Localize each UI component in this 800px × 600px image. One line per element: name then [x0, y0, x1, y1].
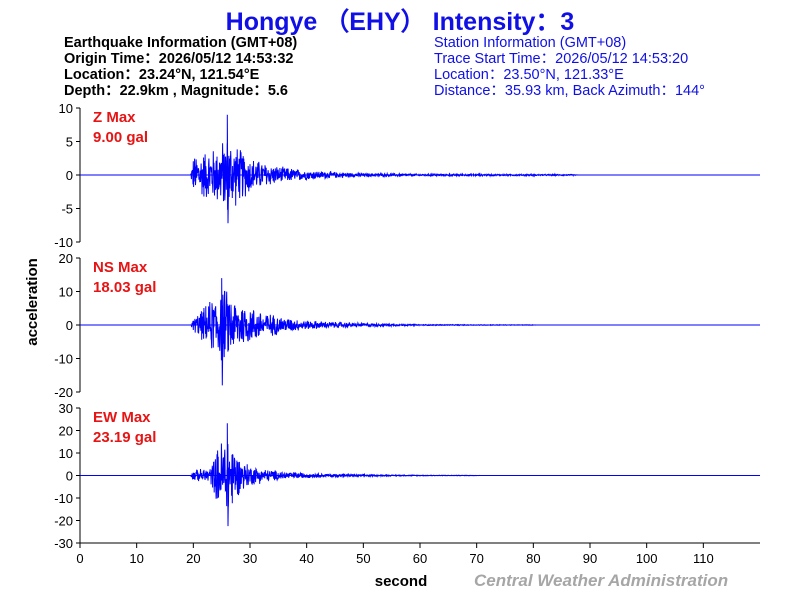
- y-tick-label: 10: [59, 101, 73, 116]
- x-tick-label: 0: [76, 551, 83, 566]
- earthquake-info-heading: Earthquake Information (GMT+08): [64, 35, 298, 51]
- x-tick-label: 70: [469, 551, 483, 566]
- x-tick-label: 60: [413, 551, 427, 566]
- x-tick-label: 50: [356, 551, 370, 566]
- waveform-trace: [190, 290, 539, 361]
- panel-ns: 20 10 0 -10 -20 NS Max 18.03 gal: [54, 251, 760, 400]
- y-tick-label: -20: [54, 514, 73, 529]
- y-tick-label: -10: [54, 235, 73, 250]
- epicenter-location: Location：23.24°N, 121.54°E: [64, 67, 260, 83]
- peak-excursion: [226, 114, 230, 224]
- x-tick-label: 30: [243, 551, 257, 566]
- y-tick-label: 30: [59, 401, 73, 416]
- y-tick-label: 10: [59, 446, 73, 461]
- panel-z: 10 5 0 -5 -10 Z Max 9.00 gal: [54, 101, 760, 250]
- max-value: 23.19 gal: [93, 429, 156, 446]
- y-tick-label: -20: [54, 385, 73, 400]
- station-location: Location：23.50°N, 121.33°E: [434, 67, 624, 83]
- earthquake-info: Earthquake Information (GMT+08) Origin T…: [64, 35, 297, 99]
- y-tick-label: -10: [54, 352, 73, 367]
- max-value: 18.03 gal: [93, 279, 156, 296]
- agency-credit: Central Weather Administration: [474, 571, 729, 590]
- peak-excursion: [226, 423, 230, 527]
- y-tick-label: 20: [59, 424, 73, 439]
- max-label: EW Max: [93, 409, 151, 426]
- x-tick-label: 100: [636, 551, 658, 566]
- y-tick-label: 0: [66, 168, 73, 183]
- x-tick-label: 40: [299, 551, 313, 566]
- y-tick-label: -30: [54, 536, 73, 551]
- y-tick-label: 0: [66, 318, 73, 333]
- depth-magnitude: Depth：22.9km , Magnitude：5.6: [64, 83, 288, 99]
- y-tick-label: -10: [54, 491, 73, 506]
- x-axis-label: second: [375, 573, 428, 590]
- y-axis-label: acceleration: [24, 258, 41, 346]
- x-tick-label: 10: [129, 551, 143, 566]
- y-tick-label: -5: [61, 202, 73, 217]
- trace-start-time: Trace Start Time：2026/05/12 14:53:20: [434, 51, 689, 67]
- y-tick-label: 20: [59, 251, 73, 266]
- waveform-trace: [190, 143, 579, 210]
- panel-ew: 30 20 10 0 -10 -20 -30 EW Max 23.19 gal: [54, 401, 760, 551]
- y-tick-label: 10: [59, 285, 73, 300]
- x-tick-label: 20: [186, 551, 200, 566]
- station-info-heading: Station Information (GMT+08): [434, 35, 627, 51]
- station-info: Station Information (GMT+08) Trace Start…: [434, 35, 705, 99]
- distance-azimuth: Distance：35.93 km, Back Azimuth：144°: [434, 83, 705, 99]
- x-tick-label: 110: [693, 551, 714, 566]
- x-tick-label: 90: [583, 551, 597, 566]
- max-label: NS Max: [93, 259, 148, 276]
- x-axis: 0 10 20 30 40 50 60 70 80 90 100 110: [76, 542, 760, 566]
- waveform-trace: [190, 443, 483, 507]
- peak-excursion: [221, 278, 224, 386]
- x-tick-label: 80: [526, 551, 540, 566]
- max-value: 9.00 gal: [93, 129, 148, 146]
- y-tick-label: 5: [66, 135, 73, 150]
- y-tick-label: 0: [66, 469, 73, 484]
- origin-time: Origin Time：2026/05/12 14:53:32: [64, 51, 294, 67]
- chart-title: Hongye （EHY） Intensity：3: [225, 8, 575, 36]
- max-label: Z Max: [93, 109, 136, 126]
